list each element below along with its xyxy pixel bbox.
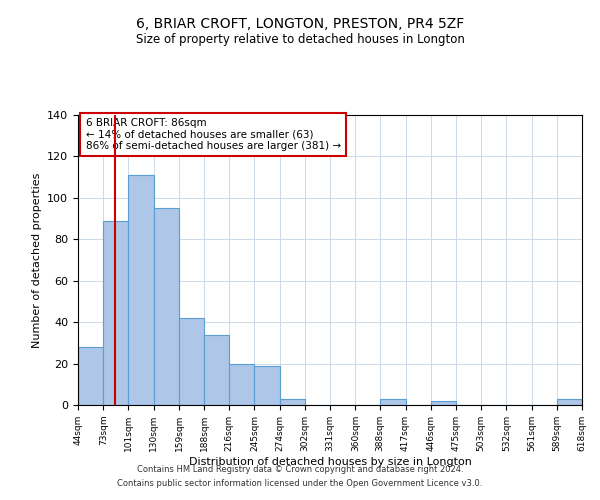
Text: Contains public sector information licensed under the Open Government Licence v3: Contains public sector information licen… (118, 479, 482, 488)
Bar (380, 399, 406, 405)
Bar (154, 208, 179, 405)
Bar (78, 347, 103, 405)
Bar (431, 401, 457, 405)
Bar (205, 334, 229, 405)
Text: Contains HM Land Registry data © Crown copyright and database right 2024.: Contains HM Land Registry data © Crown c… (137, 466, 463, 474)
Bar (280, 399, 305, 405)
Y-axis label: Number of detached properties: Number of detached properties (32, 172, 41, 348)
Bar (229, 364, 254, 405)
X-axis label: Distribution of detached houses by size in Longton: Distribution of detached houses by size … (188, 456, 472, 466)
Bar (128, 175, 154, 405)
Bar (557, 399, 582, 405)
Text: 6 BRIAR CROFT: 86sqm
← 14% of detached houses are smaller (63)
86% of semi-detac: 6 BRIAR CROFT: 86sqm ← 14% of detached h… (86, 118, 341, 151)
Text: 6, BRIAR CROFT, LONGTON, PRESTON, PR4 5ZF: 6, BRIAR CROFT, LONGTON, PRESTON, PR4 5Z… (136, 18, 464, 32)
Text: Size of property relative to detached houses in Longton: Size of property relative to detached ho… (136, 32, 464, 46)
Bar (254, 366, 280, 405)
Bar (179, 318, 205, 405)
Bar (103, 220, 128, 405)
